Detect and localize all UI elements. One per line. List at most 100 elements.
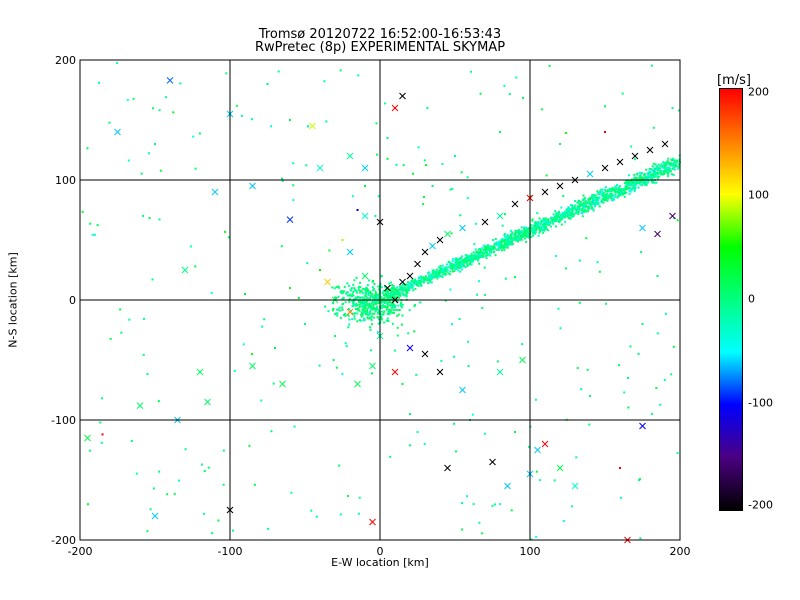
data-point-dot — [431, 269, 434, 272]
data-point-dot — [617, 191, 620, 194]
data-point-dot — [340, 306, 343, 309]
data-point-dot — [415, 281, 418, 284]
data-point-dot — [354, 297, 357, 300]
data-point-dot — [523, 226, 526, 229]
data-point-dot — [650, 179, 653, 182]
data-point-dot — [383, 304, 386, 307]
data-point-dot — [479, 92, 482, 95]
data-point-dot — [452, 264, 455, 267]
data-point-dot — [396, 326, 399, 329]
data-point-dot — [626, 376, 629, 379]
data-point-dot — [398, 296, 401, 299]
data-point-dot — [390, 304, 393, 307]
data-point-dot — [629, 345, 632, 348]
data-point-dot — [543, 226, 546, 229]
data-point-dot — [354, 312, 357, 315]
data-point-dot — [324, 305, 327, 308]
data-point-dot — [109, 337, 112, 340]
data-point-dot — [371, 296, 374, 299]
data-point-dot — [362, 300, 365, 303]
data-point-dot — [615, 187, 618, 190]
data-point-cross — [436, 368, 444, 376]
data-point-dot — [489, 247, 492, 250]
data-point-dot — [198, 132, 201, 135]
data-point-dot — [546, 222, 549, 225]
data-point-cross — [556, 464, 564, 472]
data-point-dot — [653, 175, 656, 178]
data-point-dot — [482, 255, 485, 258]
data-point-dot — [470, 252, 473, 255]
data-point-dot — [366, 283, 369, 286]
data-point-dot — [520, 236, 523, 239]
data-point-dot — [583, 209, 586, 212]
data-point-dot — [595, 200, 598, 203]
data-point-dot — [398, 285, 401, 288]
y-tick-label: -200 — [51, 534, 76, 547]
data-point-dot — [518, 233, 521, 236]
data-point-dot — [385, 287, 388, 290]
data-point-dot — [529, 226, 532, 229]
data-point-dot — [358, 303, 361, 306]
data-point-dot — [482, 251, 485, 254]
data-point-dot — [472, 503, 475, 506]
data-point-dot — [500, 249, 503, 252]
data-point-dot — [358, 285, 361, 288]
data-point-dot — [392, 285, 395, 288]
data-point-dot — [514, 238, 517, 241]
data-point-dot — [624, 185, 627, 188]
data-point-dot — [360, 296, 363, 299]
data-point-dot — [382, 306, 385, 309]
data-point-dot — [627, 406, 630, 409]
data-point-dot — [612, 197, 615, 200]
data-point-cross — [421, 350, 429, 358]
data-point-dot — [385, 319, 388, 322]
data-point-dot — [625, 191, 628, 194]
data-point-dot — [603, 199, 606, 202]
data-point-dot — [522, 97, 525, 100]
data-point-dot — [633, 176, 636, 179]
data-point-dot — [561, 214, 564, 217]
data-point-dot — [616, 191, 619, 194]
data-point-dot — [387, 289, 390, 292]
data-point-dot — [431, 272, 434, 275]
data-point-dot — [536, 223, 539, 226]
data-point-dot — [126, 98, 129, 101]
data-point-dot — [657, 168, 660, 171]
data-point-cross — [489, 458, 496, 466]
data-point-dot — [671, 167, 674, 170]
data-point-dot — [436, 277, 439, 280]
data-point-cross — [151, 512, 159, 520]
data-point-dot — [178, 479, 181, 482]
data-point-dot — [585, 237, 588, 240]
data-point-dot — [341, 239, 344, 241]
data-point-dot — [192, 135, 195, 138]
data-point-dot — [639, 174, 642, 177]
data-point-dot — [458, 267, 461, 270]
data-point-dot — [388, 282, 391, 285]
data-point-dot — [485, 251, 488, 254]
data-point-dot — [310, 509, 313, 512]
data-point-dot — [130, 439, 133, 442]
data-point-dot — [548, 222, 551, 225]
data-point-dot — [451, 187, 454, 190]
data-point-dot — [586, 205, 589, 208]
data-point-dot — [639, 177, 642, 180]
data-point-dot — [120, 331, 123, 334]
data-point-dot — [346, 282, 349, 285]
data-point-dot — [477, 253, 480, 256]
data-point-dot — [535, 224, 538, 227]
data-point-dot — [356, 320, 359, 323]
data-point-dot — [362, 305, 365, 308]
data-point-dot — [217, 519, 220, 522]
data-point-dot — [427, 272, 430, 275]
data-point-dot — [364, 288, 367, 291]
data-point-dot — [588, 423, 591, 426]
data-point-cross — [399, 92, 406, 100]
data-point-dot — [391, 306, 394, 309]
data-point-dot — [515, 76, 518, 79]
data-point-dot — [454, 261, 457, 264]
data-point-dot — [353, 315, 356, 318]
data-point-dot — [544, 223, 547, 226]
data-point-dot — [571, 505, 574, 508]
data-point-dot — [374, 214, 377, 217]
